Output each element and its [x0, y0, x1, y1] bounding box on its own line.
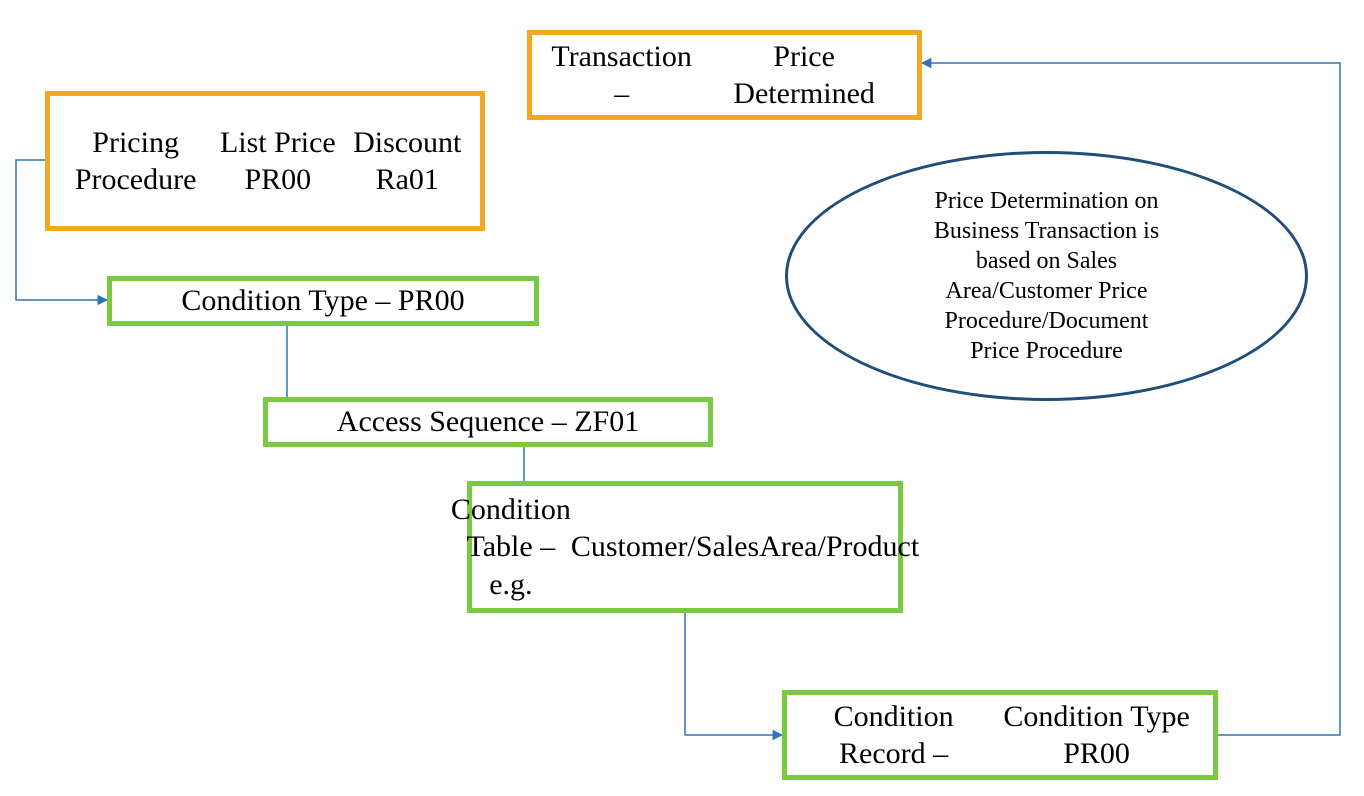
node-line: Discount Ra01	[344, 124, 470, 199]
ellipse-line: Area/Customer Price	[946, 278, 1148, 304]
node-line: Pricing Procedure	[60, 124, 211, 199]
node-line: Transaction –	[542, 38, 701, 113]
ellipse-line: Business Transaction is	[934, 218, 1159, 244]
ellipse-line: based on Sales	[976, 248, 1117, 274]
node-transaction: Transaction –Price Determined	[527, 30, 922, 120]
node-line: Access Sequence – ZF01	[337, 403, 639, 441]
node-condition-record: Condition Record –Condition Type PR00	[782, 690, 1218, 780]
node-condition-type: Condition Type – PR00	[107, 276, 539, 326]
info-ellipse: Price Determination on Business Transacti…	[785, 151, 1308, 401]
node-line: Condition Table – e.g.	[451, 491, 571, 604]
node-condition-table: Condition Table – e.g.Customer/SalesArea…	[467, 481, 903, 613]
ellipse-line: Procedure/Document	[945, 308, 1149, 334]
node-access-sequence: Access Sequence – ZF01	[263, 397, 713, 447]
node-line: Condition Record –	[797, 698, 990, 773]
node-line: List Price PR00	[211, 124, 344, 199]
ellipse-line: Price Determination on	[935, 188, 1159, 214]
edge-table-to-record	[685, 613, 782, 735]
node-pricing-procedure: Pricing ProcedureList Price PR00Discount…	[45, 91, 485, 231]
node-line: Customer/Sales	[571, 528, 759, 566]
node-line: Area/Product	[759, 528, 919, 566]
node-line: Condition Type – PR00	[181, 282, 464, 320]
node-line: Condition Type PR00	[990, 698, 1203, 773]
ellipse-line: Price Procedure	[970, 338, 1123, 364]
node-line: Price Determined	[701, 38, 907, 113]
